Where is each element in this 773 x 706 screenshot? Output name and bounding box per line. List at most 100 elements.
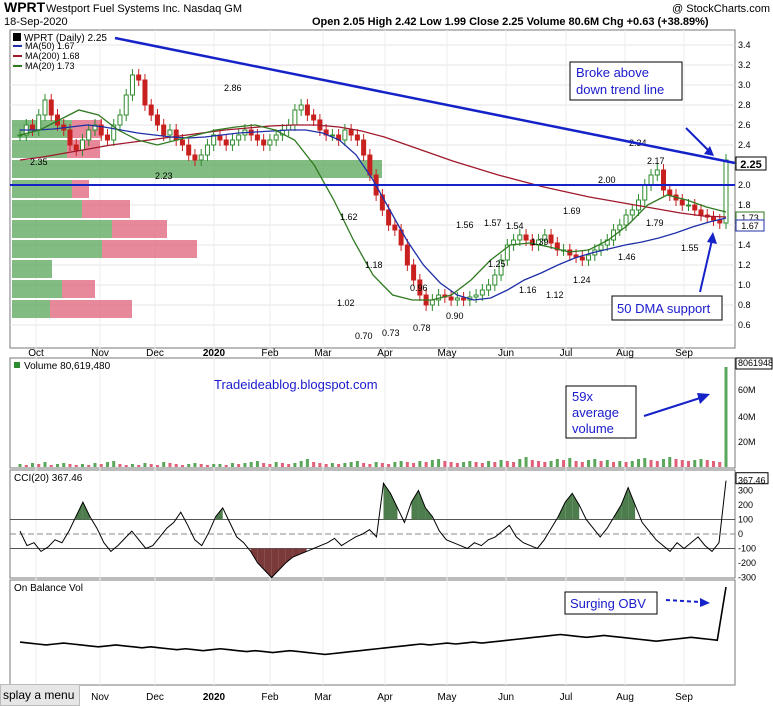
volume-bar [230, 463, 234, 467]
x-tick-label: Mar [314, 348, 332, 359]
candle-body [504, 244, 510, 261]
x-tick-label-bottom: May [438, 692, 457, 703]
volume-bar [643, 458, 647, 467]
vbp-down-bar [112, 220, 167, 238]
cci-tick-label: -200 [738, 558, 756, 568]
volume-bar [118, 464, 122, 467]
x-tick-label-bottom: Feb [261, 692, 279, 703]
volume-legend-swatch [14, 362, 20, 368]
vbp-up-bar [12, 180, 72, 198]
volume-bar [430, 460, 434, 467]
cci-last-box [735, 472, 769, 485]
volume-bar [618, 461, 622, 467]
volume-bar [555, 459, 559, 467]
dma-support-arrowhead [707, 232, 717, 244]
cci-tick-label: 300 [738, 486, 753, 496]
volume-bar [237, 464, 241, 467]
volume-note-box [565, 385, 637, 439]
volume-bar [55, 464, 59, 467]
volume-bar [574, 461, 578, 467]
volume-bar [474, 462, 478, 467]
last-ma-b-box [735, 219, 765, 232]
volume-bar [712, 461, 716, 467]
volume-bar [568, 458, 572, 467]
display-menu-button[interactable]: splay a menu [0, 684, 80, 706]
x-tick-label: Sep [675, 348, 693, 359]
vbp-up-bar [12, 200, 82, 218]
volume-bar [462, 462, 466, 467]
cci-overbought-fill [572, 493, 580, 520]
cci-line [10, 480, 735, 579]
candle-body [211, 134, 217, 146]
company-name: Westport Fuel Systems Inc. Nasdaq GM [46, 3, 242, 15]
candle-body [648, 174, 654, 186]
volume-bar [437, 459, 441, 467]
candle-body [161, 124, 167, 136]
dma-support-text: 50 DMA support [617, 301, 711, 316]
volume-bar [162, 462, 166, 467]
vbp-up-bar [12, 220, 112, 238]
volume-bar [499, 460, 503, 467]
moving-averages [19, 109, 727, 301]
price-annotation-label: 0.90 [446, 311, 464, 321]
volume-bar [443, 461, 447, 467]
volume-bar [193, 463, 197, 467]
candle-body [473, 294, 479, 298]
candle-body [173, 129, 179, 141]
volume-bar [399, 461, 403, 467]
candle-body [429, 299, 435, 306]
ohlc-summary: Open 2.05 High 2.42 Low 1.99 Close 2.25 … [312, 16, 709, 28]
cci-overbought-fill [565, 493, 573, 520]
volume-bar [68, 464, 72, 467]
candle-body [404, 244, 410, 266]
candle-body [86, 129, 92, 141]
price-tick-label: 2.0 [738, 180, 751, 190]
obv-note-arrow [665, 599, 701, 603]
volume-bar [80, 464, 84, 467]
candle-body [79, 139, 85, 151]
volume-bar [505, 461, 509, 467]
candle-body [129, 74, 135, 96]
candle-body [292, 109, 298, 126]
candle-body [492, 274, 498, 286]
vbp-down-bar [62, 280, 95, 298]
volume-bar [718, 462, 722, 467]
candle-body [111, 124, 117, 141]
volume-bar [312, 462, 316, 467]
candle-body [123, 94, 129, 116]
volume-bar [337, 464, 341, 467]
candle-body [692, 204, 698, 211]
volume-bar [224, 465, 228, 467]
x-tick-label: Feb [261, 348, 279, 359]
vbp-down-bar [72, 180, 89, 198]
x-tick-label-bottom: Sep [675, 692, 693, 703]
candle-body [204, 144, 210, 156]
vbp-up-bar [12, 280, 62, 298]
volume-tick-label: 20M [738, 437, 756, 447]
volume-bar [74, 465, 78, 467]
volume-bar [355, 461, 359, 467]
x-tick-label-bottom: Jun [498, 692, 514, 703]
cci-overbought-fill [628, 487, 636, 520]
candle-body [298, 104, 304, 111]
volume-bar [149, 464, 153, 467]
dma-support-arrow [699, 239, 713, 293]
price-tick-label: 0.6 [738, 320, 751, 330]
vbp-up-bar [12, 140, 67, 158]
price-annotation-label: 1.62 [340, 212, 358, 222]
price-tick-label: 3.4 [738, 40, 751, 50]
volume-bar [599, 461, 603, 467]
candle-body [273, 134, 279, 141]
volume-by-price [12, 120, 382, 318]
volume-bar [168, 463, 172, 467]
chart-date: 18-Sep-2020 [4, 16, 68, 28]
volume-bar [405, 462, 409, 467]
volume-bar [493, 462, 497, 467]
volume-bar [218, 464, 222, 467]
x-tick-label-bottom: Dec [146, 692, 164, 703]
cci-overbought-fill [621, 487, 629, 520]
price-annotation-label: 1.56 [456, 220, 474, 230]
volume-bar [87, 465, 91, 467]
volume-bar [43, 462, 47, 467]
